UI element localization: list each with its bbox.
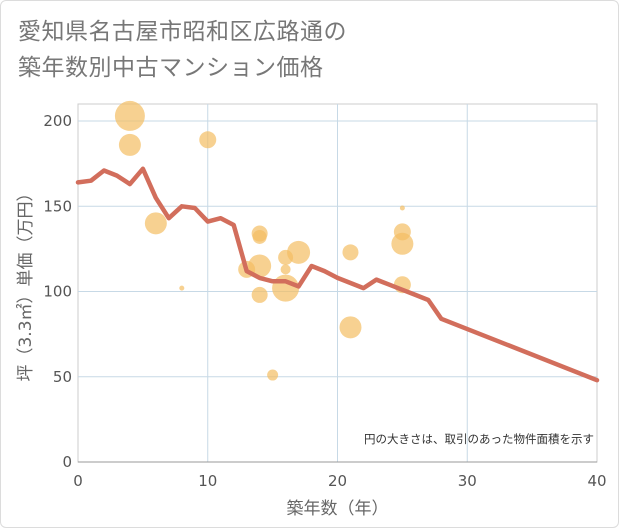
y-tick-label: 50 <box>53 368 72 386</box>
trend-line <box>75 166 600 383</box>
bubble-point <box>272 274 300 302</box>
bubble-size-note: 円の大きさは、取引のあった物件面積を示す <box>364 432 594 446</box>
bubble-point <box>179 285 185 291</box>
bubble-layer <box>114 100 414 381</box>
y-tick-label: 150 <box>43 197 72 215</box>
y-tick-label: 200 <box>43 112 72 130</box>
title-line-1: 愛知県名古屋市昭和区広路通の <box>18 19 347 45</box>
x-tick-label: 40 <box>587 472 606 490</box>
bubble-point <box>267 369 279 381</box>
chart-title: 愛知県名古屋市昭和区広路通の 築年数別中古マンション価格 <box>18 14 347 86</box>
x-axis-label: 築年数（年） <box>287 499 389 519</box>
bubble-point <box>280 264 291 275</box>
trend-line-layer <box>75 166 600 383</box>
bubble-point <box>251 286 268 303</box>
grid <box>77 103 598 463</box>
bubble-point <box>118 133 141 156</box>
bubble-point <box>252 229 267 244</box>
bubble-point <box>342 244 359 261</box>
bubble-point <box>114 100 145 131</box>
bubble-point <box>399 205 405 211</box>
bubble-point <box>287 240 311 264</box>
x-tick-label: 30 <box>458 472 477 490</box>
x-tick-label: 10 <box>198 472 217 490</box>
y-axis-label: 坪（3.3㎡）単価（万円） <box>16 184 36 381</box>
bubble-point <box>144 212 167 235</box>
y-tick-label: 100 <box>43 283 72 301</box>
bubble-point <box>339 316 362 339</box>
title-line-2: 築年数別中古マンション価格 <box>18 55 324 81</box>
y-tick-label: 0 <box>62 453 72 471</box>
x-tick-label: 0 <box>73 472 83 490</box>
bubble-point <box>248 254 272 278</box>
bubble-point <box>199 131 217 149</box>
tick-labels: 0 10 20 30 40 0 50 100 150 200 <box>43 112 606 490</box>
bubble-point <box>391 232 414 255</box>
x-tick-label: 20 <box>328 472 347 490</box>
